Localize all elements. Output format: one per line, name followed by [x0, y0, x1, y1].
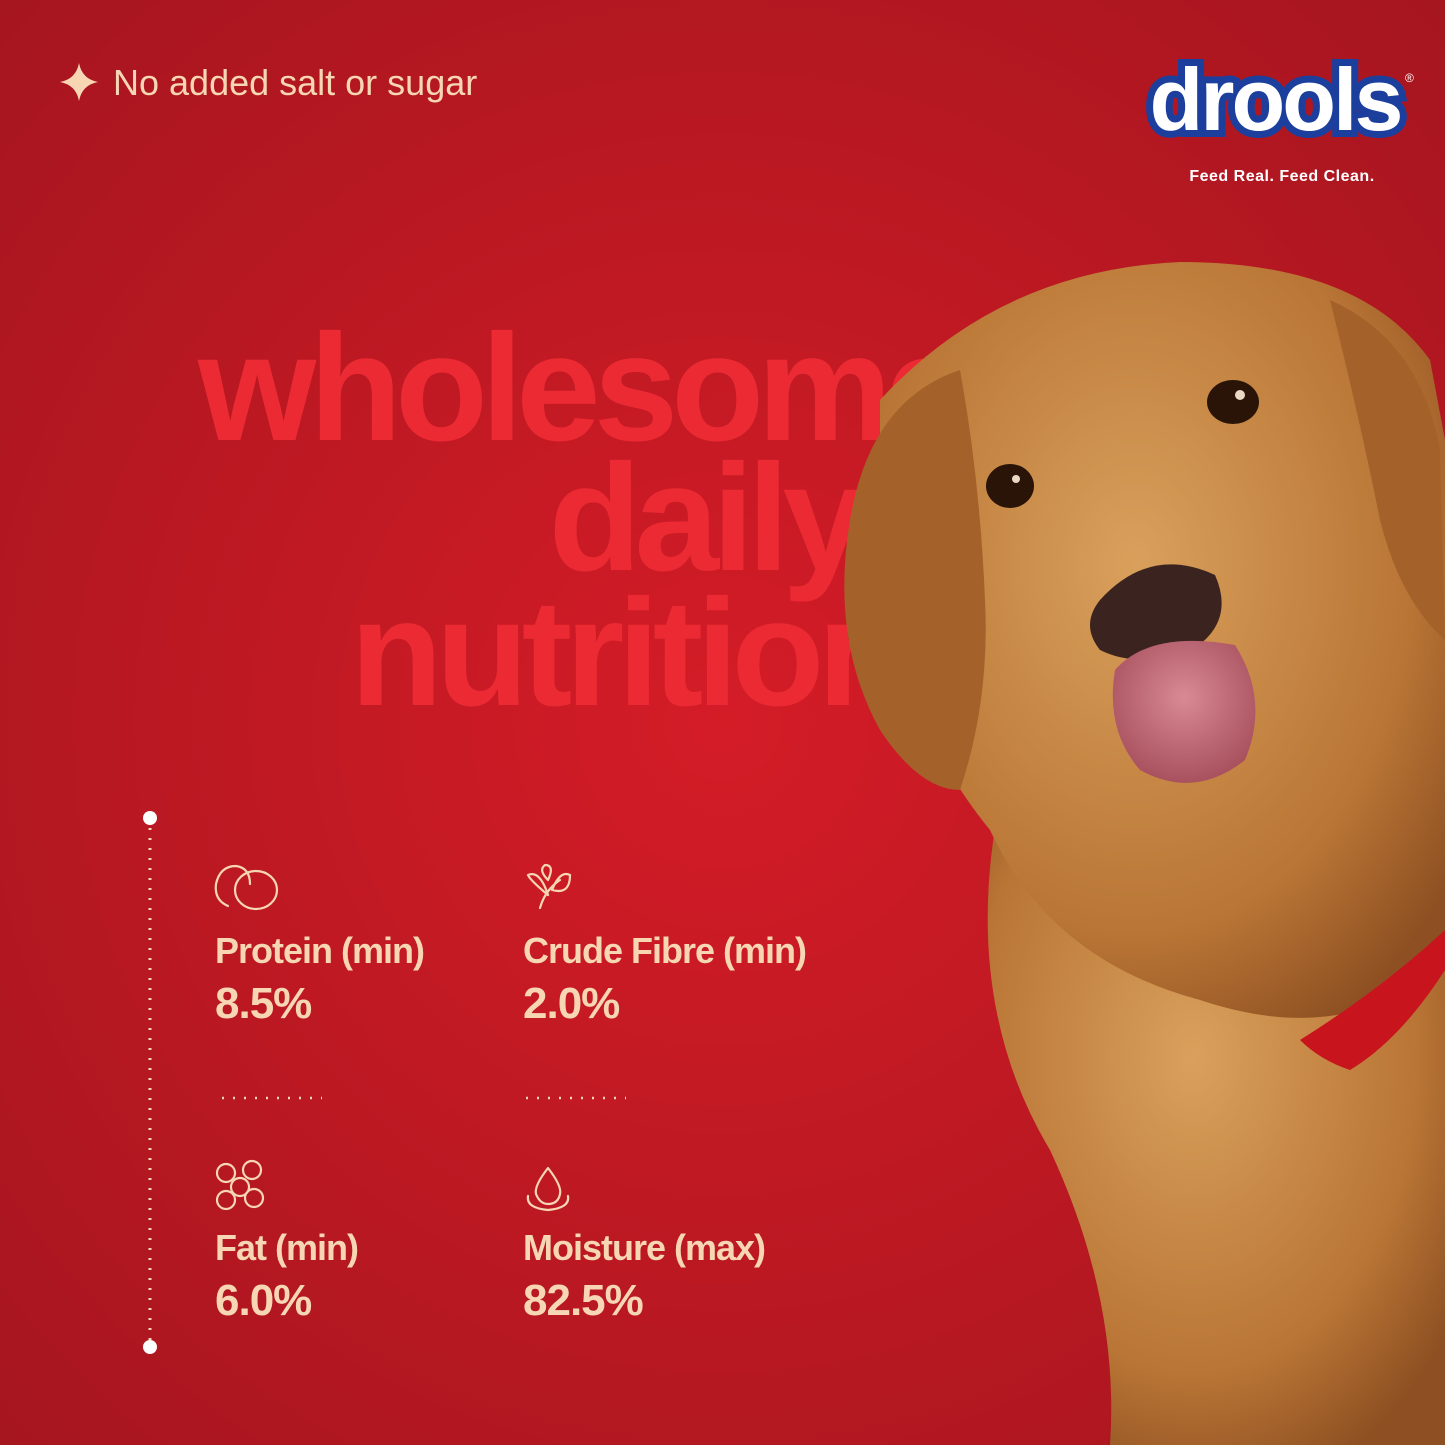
headline-line: wholesome — [197, 303, 965, 473]
registered-mark: ® — [1405, 71, 1414, 85]
nutrient-value: 2.0% — [523, 979, 619, 1028]
brand-tagline: Feed Real. Feed Clean. — [1189, 168, 1374, 185]
headline-line: nutrition — [350, 568, 903, 738]
nutrient-label: Moisture (max) — [523, 1227, 765, 1268]
egg-icon — [214, 864, 279, 911]
water-icon — [526, 1166, 570, 1212]
timeline-dot — [143, 811, 157, 825]
nutrient-value: 6.0% — [215, 1276, 311, 1325]
plant-icon — [526, 863, 572, 910]
nutrient-label: Fat (min) — [215, 1227, 358, 1268]
nutrient-value: 82.5% — [523, 1276, 643, 1325]
headline-line: daily — [549, 433, 867, 603]
claim: No added salt or sugar — [113, 62, 477, 103]
fat-icon — [215, 1159, 265, 1211]
sparkle-icon — [60, 63, 98, 101]
nutrient-label: Protein (min) — [215, 930, 424, 971]
nutrient-label: Crude Fibre (min) — [523, 930, 806, 971]
dog-illustration — [844, 262, 1445, 1445]
brand-logo: drools — [1150, 50, 1401, 149]
nutrient-value: 8.5% — [215, 979, 311, 1028]
timeline-dot — [143, 1340, 157, 1354]
